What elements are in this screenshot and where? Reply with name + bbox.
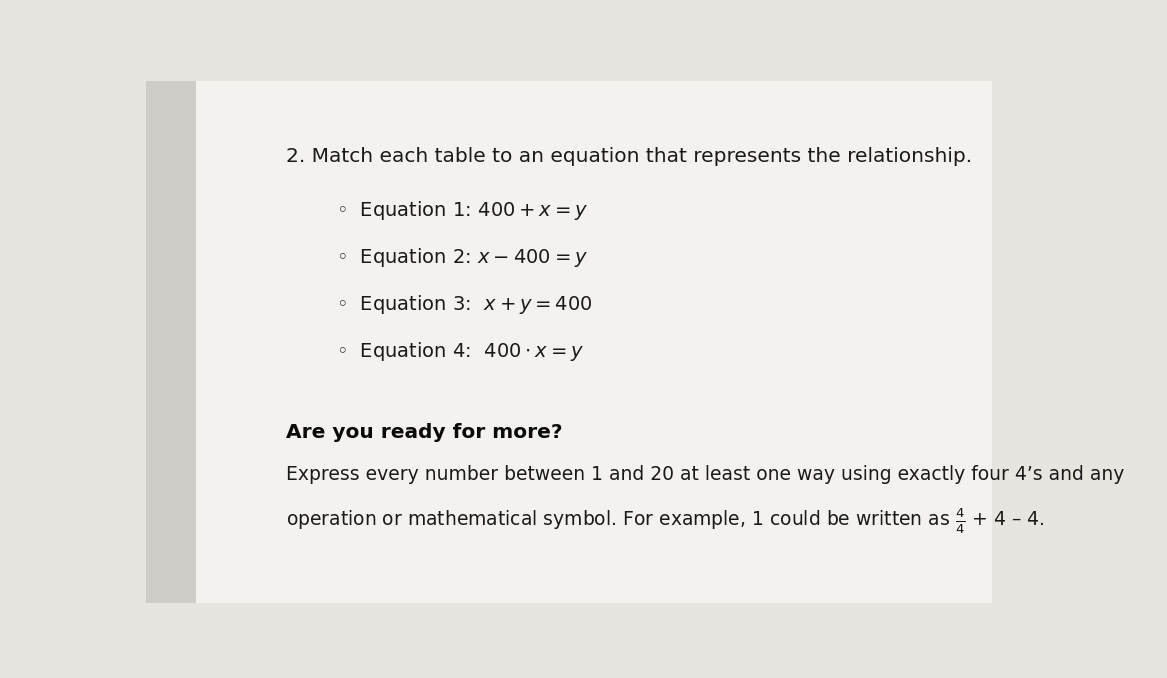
Text: Are you ready for more?: Are you ready for more? [286,423,562,442]
Bar [196,81,992,603]
Bar [146,81,196,603]
Text: Express every number between 1 and 20 at least one way using exactly four 4’s an: Express every number between 1 and 20 at… [286,465,1125,484]
Text: 2. Match each table to an equation that represents the relationship.: 2. Match each table to an equation that … [286,146,972,165]
Text: operation or mathematical symbol. For example, 1 could be written as $\frac{4}{4: operation or mathematical symbol. For ex… [286,507,1044,536]
Text: ◦  Equation 4:  $400 \cdot x = y$: ◦ Equation 4: $400 \cdot x = y$ [336,340,584,363]
Text: ◦  Equation 2: $x - 400 = y$: ◦ Equation 2: $x - 400 = y$ [336,246,588,268]
Text: ◦  Equation 1: $400 + x = y$: ◦ Equation 1: $400 + x = y$ [336,199,588,222]
Text: ◦  Equation 3:  $x + y = 400$: ◦ Equation 3: $x + y = 400$ [336,293,593,316]
